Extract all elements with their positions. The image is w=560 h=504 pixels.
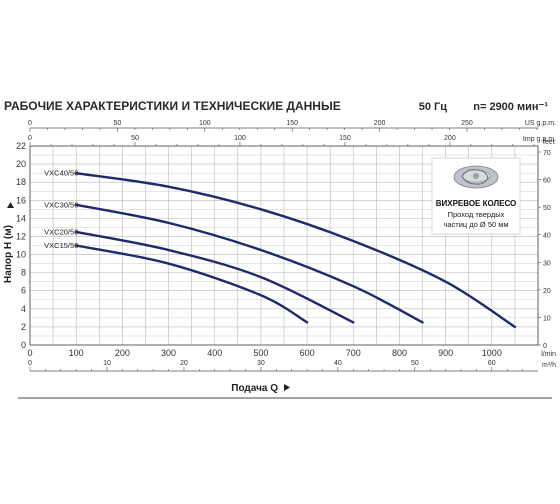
y-tick-label: 10 (16, 250, 26, 260)
feet-tick-label: 30 (543, 260, 551, 267)
us-gpm-tick-label: 250 (461, 120, 473, 127)
m3h-tick-label: 10 (103, 360, 111, 367)
x-tick-label: 800 (392, 348, 407, 358)
feet-tick-label: 70 (543, 150, 551, 157)
imp-gpm-tick-label: 0 (28, 135, 32, 142)
y-tick-label: 8 (21, 268, 26, 278)
page-title: РАБОЧИЕ ХАРАКТЕРИСТИКИ И ТЕХНИЧЕСКИЕ ДАН… (4, 99, 341, 113)
m3h-tick-label: 30 (257, 360, 265, 367)
frequency-label: 50 Гц (419, 101, 448, 113)
imp-gpm-tick-label: 100 (234, 135, 246, 142)
series-label: VXC30/50 (44, 200, 78, 209)
curve-vxc15-50 (74, 244, 309, 324)
x-tick-label: 600 (300, 348, 315, 358)
y-tick-label: 4 (21, 304, 26, 314)
curve-vxc30-50 (74, 203, 424, 324)
imp-gpm-tick-label: 50 (131, 135, 139, 142)
y-tick-label: 0 (21, 340, 26, 350)
series-label: VXC15/50 (44, 241, 78, 250)
m3h-tick-label: 50 (411, 360, 419, 367)
top-axes: 0 50 100 150 200 250 US g.p.m. 0 50 100 150 200 Imp … (28, 120, 556, 146)
speed-label: n= 2900 мин⁻¹ (473, 101, 548, 113)
y-tick-label: 2 (21, 322, 26, 332)
imp-gpm-tick-label: 150 (339, 135, 351, 142)
y-axis-label: Напор H (м) (3, 225, 14, 283)
x-tick-label: 0 (27, 348, 32, 358)
curve-vxc40-50 (74, 171, 517, 329)
us-gpm-tick-label: 150 (286, 120, 298, 127)
x-tick-label: 400 (207, 348, 222, 358)
us-gpm-tick-label: 50 (114, 120, 122, 127)
y-tick-label: 12 (16, 231, 26, 241)
x-tick-label: 1000 (482, 348, 502, 358)
y-tick-label: 16 (16, 195, 26, 205)
us-gpm-tick-label: 100 (199, 120, 211, 127)
series-label: VXC40/50 (44, 169, 78, 178)
x-axis-label: Подача Q (231, 383, 278, 394)
x-tick-label: 900 (438, 348, 453, 358)
feet-unit-label: feet (543, 139, 555, 146)
impeller-icon (453, 165, 499, 189)
imp-gpm-unit-label: Imp g.p.m. (523, 136, 556, 143)
us-gpm-tick-label: 200 (374, 120, 386, 127)
y-tick-label: 14 (16, 213, 26, 223)
imp-gpm-tick-label: 200 (444, 135, 456, 142)
plot-frame (29, 145, 539, 346)
x-unit-label: l/min (541, 351, 556, 358)
x-tick-label: 200 (115, 348, 130, 358)
m3h-tick-label: 40 (334, 360, 342, 367)
y-tick-label: 20 (16, 159, 26, 169)
m3h-tick-label: 0 (28, 360, 32, 367)
us-gpm-tick-label: 0 (28, 120, 32, 127)
curve-vxc20-50 (74, 230, 355, 324)
impeller-line2: частиц до Ø 50 мм (443, 220, 508, 229)
m3h-tick-label: 20 (180, 360, 188, 367)
x-tick-label: 700 (346, 348, 361, 358)
series-label: VXC20/50 (44, 227, 78, 236)
m3h-unit-label: m³/h (542, 362, 556, 369)
us-gpm-unit-label: US g.p.m. (525, 120, 556, 127)
y-axis-arrow-icon (7, 202, 14, 208)
m3h-tick-label: 60 (488, 360, 496, 367)
impeller-line1: Проход твердых (448, 210, 505, 219)
x-axis-arrow-icon (284, 384, 290, 391)
impeller-box: ВИХРЕВОЕ КОЛЕСО Проход твердых частиц до… (431, 157, 521, 235)
curves (74, 171, 517, 329)
feet-tick-label: 60 (543, 178, 551, 185)
feet-tick-label: 0 (543, 343, 547, 350)
impeller-title: ВИХРЕВОЕ КОЛЕСО (436, 199, 517, 208)
y-tick-label: 22 (16, 141, 26, 151)
feet-tick-label: 10 (543, 315, 551, 322)
y-tick-label: 6 (21, 286, 26, 296)
x-tick-label: 300 (161, 348, 176, 358)
x-tick-label: 100 (69, 348, 84, 358)
y-tick-label: 18 (16, 177, 26, 187)
series-labels: VXC40/50 VXC30/50 VXC20/50 VXC15/50 (44, 169, 78, 250)
feet-tick-label: 40 (543, 233, 551, 240)
x-tick-label: 500 (253, 348, 268, 358)
feet-tick-label: 20 (543, 288, 551, 295)
feet-tick-label: 50 (543, 205, 551, 212)
